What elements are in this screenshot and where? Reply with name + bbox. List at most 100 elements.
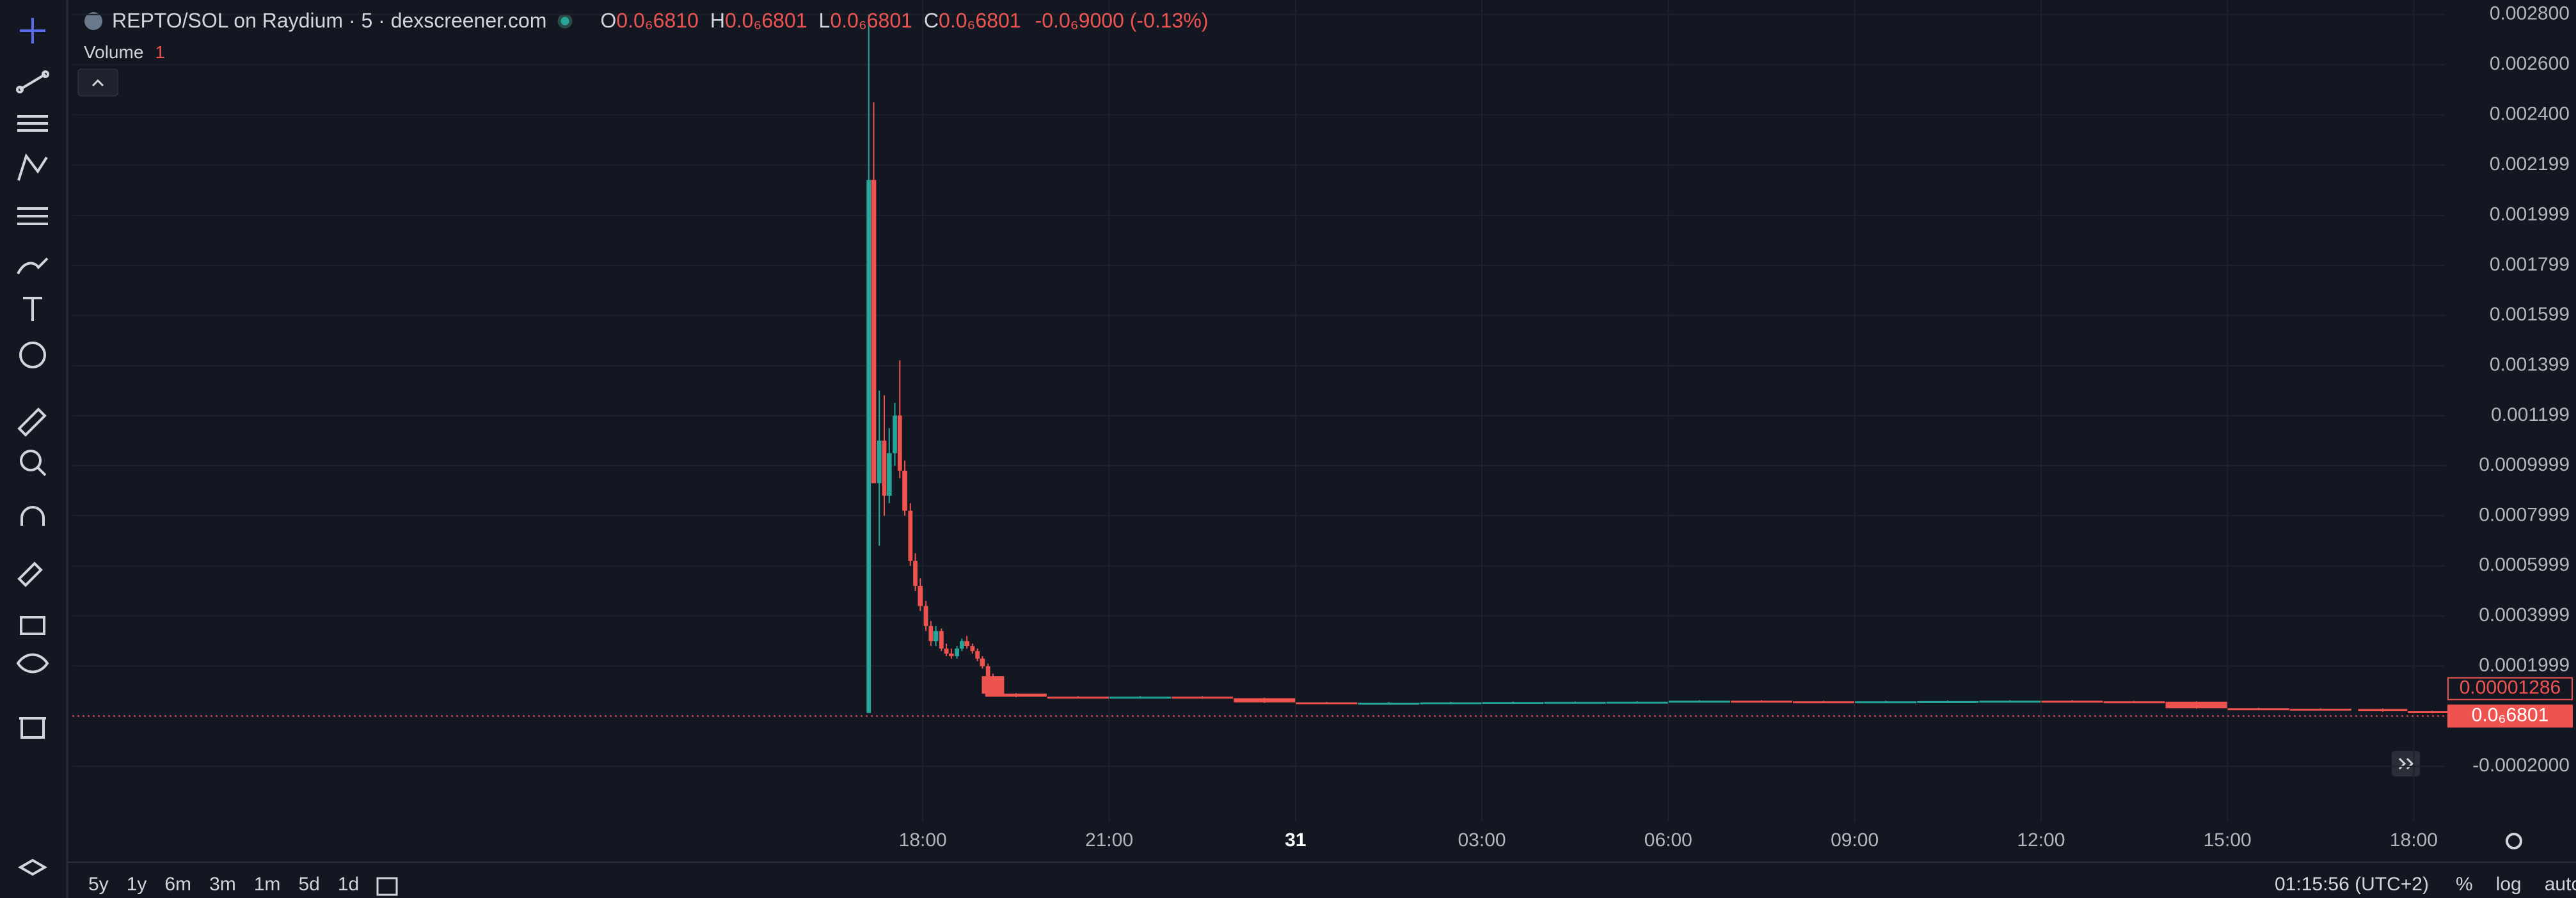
candle-body: [1172, 697, 1234, 699]
candle-body: [933, 631, 939, 642]
y-tick-label: 0.001199: [2491, 404, 2570, 425]
ohlc-item: H0.0₆6801: [710, 9, 807, 33]
token-icon: [84, 12, 102, 30]
candle-body: [2165, 702, 2227, 709]
ohlc-value: 0.0₆6801: [830, 9, 912, 32]
candle-body: [959, 641, 964, 649]
candle-body: [913, 560, 918, 587]
toolbar-icons[interactable]: [16, 18, 49, 876]
scale-option[interactable]: auto: [2544, 874, 2576, 895]
range-button[interactable]: 5y: [88, 874, 109, 895]
x-tick-label: 06:00: [1644, 830, 1692, 851]
pair-title: REPTO/SOL on Raydium · 5 · dexscreener.c…: [112, 9, 547, 32]
scale-options: % log auto: [2456, 874, 2576, 895]
candle-body: [980, 658, 985, 666]
candle-body: [1979, 700, 2041, 703]
candle-body: [1358, 702, 1420, 705]
toolbar: [0, 0, 67, 898]
collapse-button[interactable]: [77, 68, 118, 97]
candle-body: [902, 470, 907, 511]
change: -0.0₆9000 (-0.13%): [1035, 9, 1209, 32]
ohlc-value: 0.0₆6801: [939, 9, 1021, 32]
y-tick-label: 0.0009999: [2479, 454, 2570, 475]
scale-option[interactable]: log: [2495, 874, 2522, 895]
x-tick-label: 18:00: [899, 830, 947, 851]
candle-body: [1668, 700, 1730, 703]
candle-body: [2408, 711, 2457, 713]
candle-body: [985, 693, 1047, 697]
y-tick-label: 0.001999: [2490, 203, 2570, 224]
candle-body: [964, 641, 970, 647]
ohlc-item: L0.0₆6801: [819, 9, 912, 33]
ohlc-key: C: [923, 9, 939, 32]
candle-body: [908, 510, 913, 561]
candle-body: [985, 666, 990, 677]
price-label: 0.0₆6801: [2472, 704, 2549, 725]
candle-body: [1109, 697, 1172, 699]
y-tick-label: 0.001799: [2490, 254, 2570, 275]
header: REPTO/SOL on Raydium · 5 · dexscreener.c…: [112, 9, 1208, 33]
date-range-icon[interactable]: [376, 877, 398, 896]
x-tick-label: 15:00: [2204, 830, 2252, 851]
candle-body: [1793, 701, 1855, 704]
range-button[interactable]: 5d: [298, 874, 320, 895]
candle-body: [2358, 709, 2408, 711]
range-button[interactable]: 1y: [126, 874, 147, 895]
y-tick-label: -0.0002000: [2472, 755, 2570, 776]
x-tick-label: 21:00: [1085, 830, 1133, 851]
candle-body: [897, 415, 902, 471]
volume-legend: Volume 1: [84, 42, 165, 63]
y-tick-label: 0.001399: [2490, 354, 2570, 375]
candle-body: [1855, 701, 1917, 704]
y-tick-label: 0.002800: [2490, 3, 2570, 24]
candle-body: [1606, 702, 1668, 704]
candle-body: [882, 440, 887, 496]
ohlc-value: 0.0₆6801: [724, 9, 807, 32]
range-button[interactable]: 6m: [164, 874, 192, 895]
x-tick-label: 31: [1285, 830, 1306, 851]
scale-option[interactable]: %: [2456, 874, 2473, 895]
y-tick-label: 0.0007999: [2479, 504, 2570, 525]
candle-body: [1296, 702, 1358, 705]
candle-body: [970, 646, 975, 651]
range-buttons: 5y 1y 6m 3m 1m 5d 1d: [88, 874, 359, 895]
volume-value: 1: [155, 42, 165, 62]
candle-body: [975, 650, 980, 659]
x-tick-label: 03:00: [1458, 830, 1506, 851]
price-label-box: [2447, 677, 2573, 700]
range-button[interactable]: 1d: [337, 874, 360, 895]
range-button[interactable]: 1m: [253, 874, 281, 895]
scroll-icon: [2398, 757, 2414, 770]
settings-icon[interactable]: [2506, 833, 2522, 849]
candle-body: [955, 649, 959, 656]
candle-body: [949, 653, 954, 656]
collapse-icon: [91, 79, 104, 87]
candle-body: [871, 180, 877, 484]
candle-body: [923, 606, 928, 626]
candle-body: [866, 180, 871, 713]
ohlc-key: L: [818, 9, 831, 32]
ohlc-value: 0.0₆6810: [616, 9, 699, 32]
candle-body: [1730, 700, 1793, 703]
y-tick-label: 0.002199: [2490, 154, 2570, 175]
candle-body: [944, 649, 949, 654]
candle-body: [982, 676, 1005, 694]
candle-body: [1420, 702, 1482, 705]
candle-body: [877, 440, 882, 484]
candle-body: [1544, 702, 1606, 704]
status-dot: [557, 13, 573, 29]
candle-body: [918, 586, 923, 606]
candle-body: [939, 631, 944, 649]
x-tick-label: 18:00: [2390, 830, 2438, 851]
candle-body: [1917, 700, 1979, 703]
price-label-box: [2447, 704, 2573, 728]
candle-body: [886, 453, 892, 496]
price-label: 0.00001286: [2460, 677, 2561, 698]
y-tick-label: 0.0005999: [2479, 555, 2570, 576]
candle-body: [928, 626, 934, 642]
y-tick-label: 0.001599: [2490, 304, 2570, 325]
candle-body: [1047, 697, 1109, 699]
range-button[interactable]: 3m: [209, 874, 236, 895]
x-tick-label: 09:00: [1831, 830, 1879, 851]
